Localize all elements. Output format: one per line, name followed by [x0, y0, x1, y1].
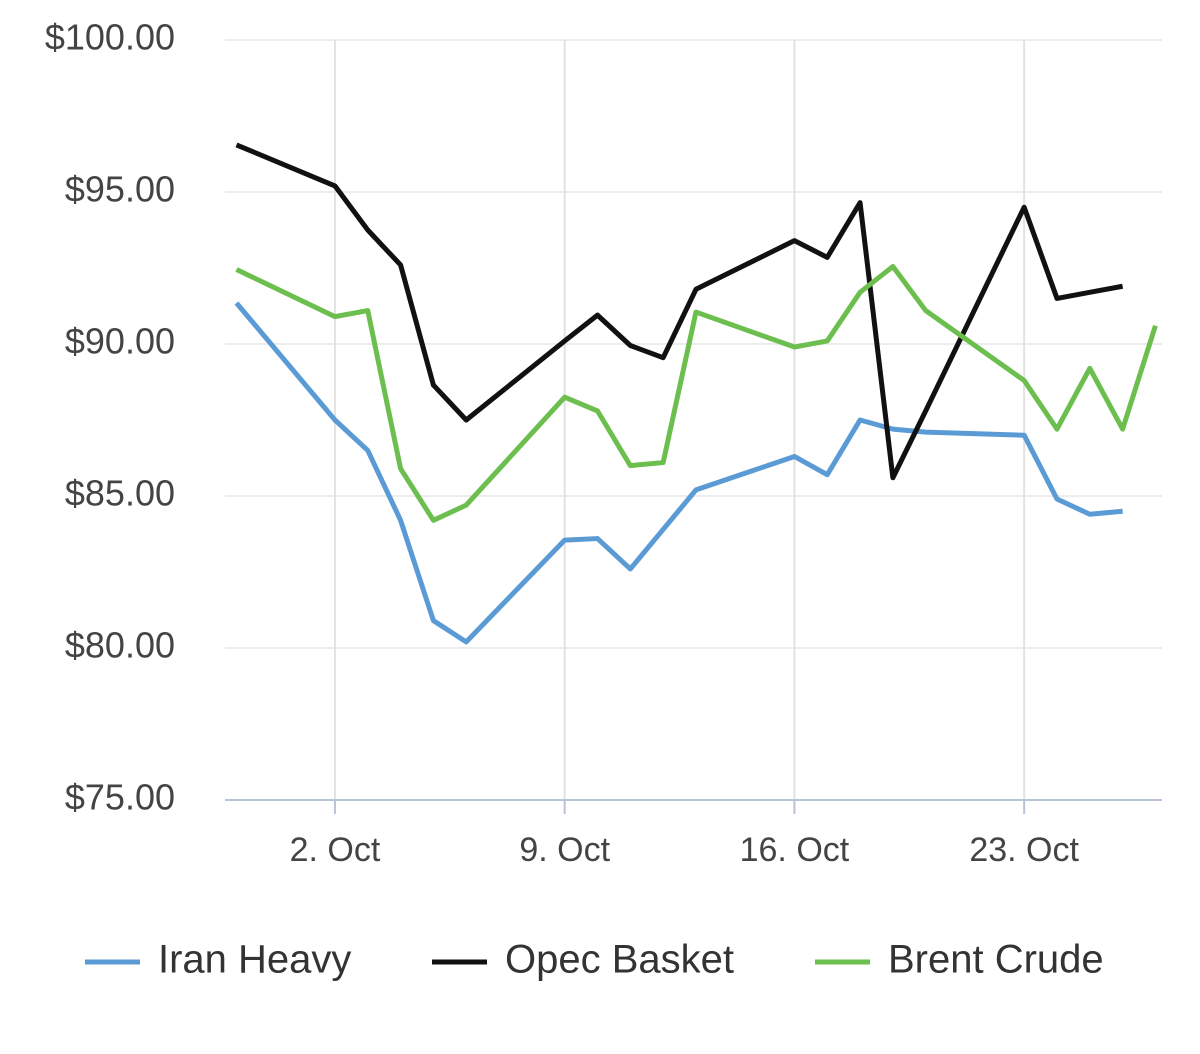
x-tick-label: 16. Oct: [740, 831, 850, 869]
legend-label: Brent Crude: [888, 938, 1104, 982]
series-line: [235, 142, 1124, 481]
x-tick-label: 9. Oct: [519, 831, 610, 869]
legend-label: Opec Basket: [505, 938, 734, 982]
series-line: [234, 301, 1123, 645]
y-tick-label: $75.00: [65, 777, 175, 818]
x-tick-label: 23. Oct: [969, 831, 1079, 869]
y-tick-label: $95.00: [65, 169, 175, 210]
y-tick-label: $100.00: [45, 17, 175, 58]
y-tick-label: $85.00: [65, 473, 175, 514]
y-tick-label: $90.00: [65, 321, 175, 362]
series-line: [235, 263, 1158, 523]
legend-label: Iran Heavy: [158, 938, 351, 982]
x-tick-label: 2. Oct: [290, 831, 381, 869]
y-tick-label: $80.00: [65, 625, 175, 666]
